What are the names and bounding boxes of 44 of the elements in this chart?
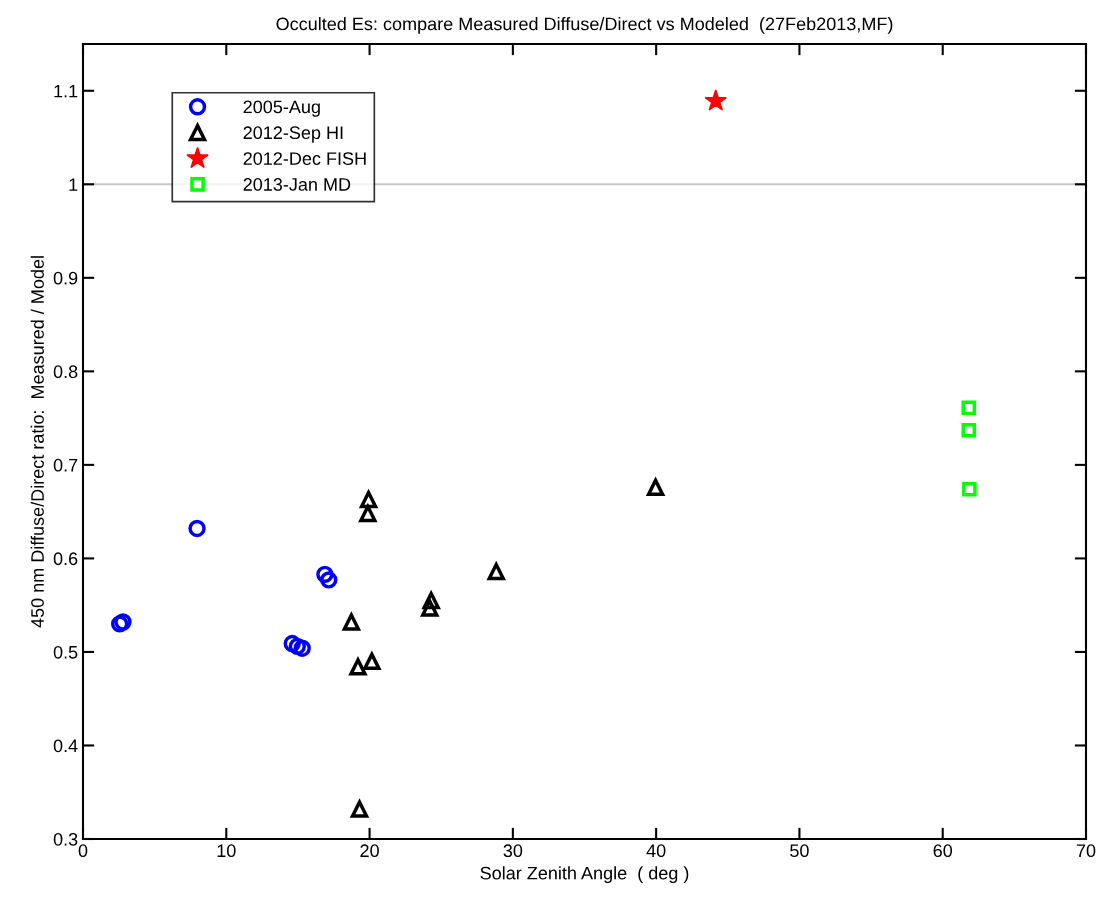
y-tick-label: 0.7 bbox=[53, 458, 78, 472]
point bbox=[962, 481, 977, 497]
y-tick-label: 0.5 bbox=[53, 645, 78, 659]
y-tick-label: 0.4 bbox=[53, 739, 78, 753]
legend-label: 2012-Dec FISH bbox=[243, 152, 366, 165]
x-tick-label: 30 bbox=[503, 844, 523, 858]
point bbox=[363, 650, 382, 670]
point bbox=[704, 89, 728, 111]
point bbox=[188, 519, 206, 538]
y-tick-label: 0.6 bbox=[53, 552, 78, 566]
point bbox=[421, 599, 439, 617]
chart-title: Occulted Es: compare Measured Diffuse/Direct vs Modeled (27Feb2013,MF) bbox=[276, 17, 893, 34]
point bbox=[283, 634, 301, 653]
point bbox=[486, 560, 506, 581]
point bbox=[320, 571, 338, 589]
y-tick-label: 1.1 bbox=[54, 84, 78, 98]
y-tick-label: 0.9 bbox=[53, 271, 78, 285]
y-axis-title: 450 nm Diffuse/Direct ratio: Measured / Model bbox=[30, 256, 44, 628]
legend-label: 2005-Aug bbox=[243, 100, 320, 117]
x-tick-label: 50 bbox=[790, 844, 809, 858]
x-tick-label: 10 bbox=[217, 844, 236, 858]
point bbox=[288, 637, 307, 656]
x-tick-label: 0 bbox=[78, 844, 88, 858]
x-tick-label: 40 bbox=[646, 844, 666, 858]
point bbox=[358, 488, 379, 509]
point bbox=[961, 400, 977, 416]
y-tick-label: 0.3 bbox=[53, 832, 78, 846]
point bbox=[349, 658, 367, 676]
point bbox=[645, 476, 666, 497]
point bbox=[342, 613, 361, 631]
point bbox=[316, 565, 334, 583]
x-axis-title: Solar Zenith Angle ( deg ) bbox=[480, 866, 689, 884]
legend-label: 2012-Sep HI bbox=[243, 126, 343, 143]
x-tick-label: 70 bbox=[1076, 844, 1096, 858]
y-tick-label: 0.8 bbox=[53, 365, 78, 379]
point bbox=[961, 422, 977, 438]
point bbox=[350, 800, 369, 818]
point bbox=[293, 639, 311, 657]
y-tick-label: 1 bbox=[69, 178, 78, 191]
point bbox=[358, 502, 378, 523]
x-tick-label: 20 bbox=[360, 844, 379, 858]
x-tick-label: 60 bbox=[933, 844, 953, 858]
legend-label: 2013-Jan MD bbox=[243, 178, 351, 191]
point bbox=[421, 589, 441, 610]
